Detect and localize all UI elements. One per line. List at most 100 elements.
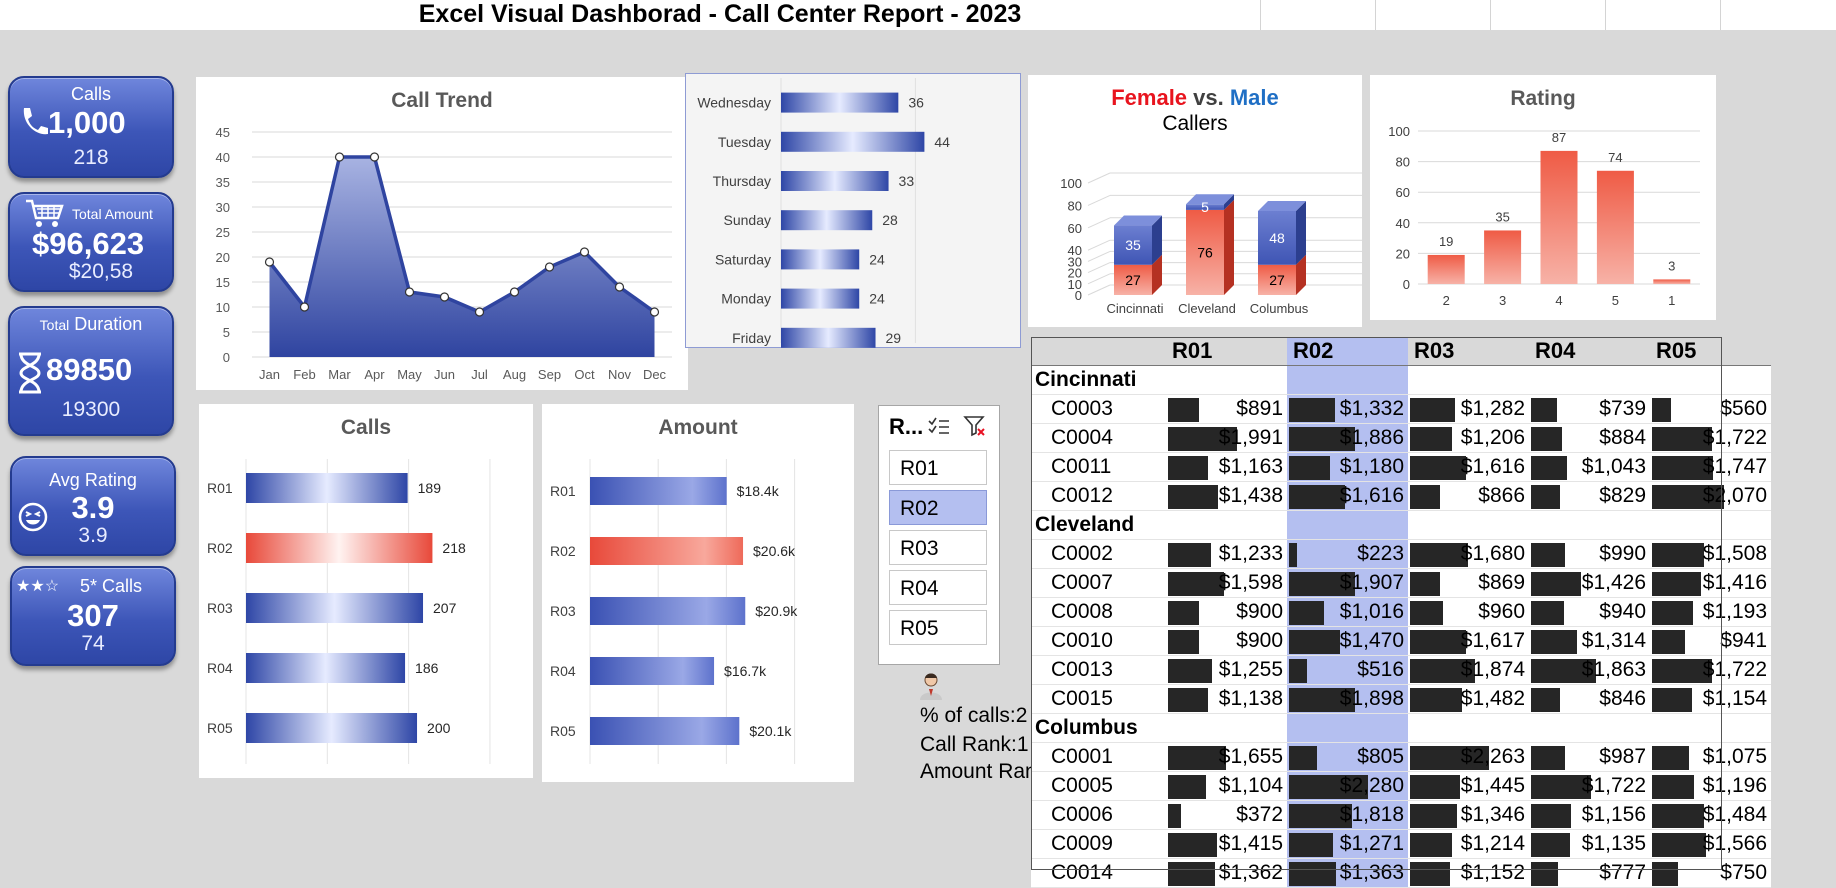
amount-value: $805	[1357, 745, 1404, 768]
amount-cell: $1,898	[1287, 684, 1408, 714]
stack-bar-side	[1224, 199, 1234, 295]
rating-bar	[1653, 279, 1691, 284]
data-bar	[1652, 456, 1713, 480]
column-header-r02[interactable]: R02	[1287, 337, 1408, 366]
kpi-duration[interactable]: Total Duration 89850 19300	[8, 306, 174, 436]
amount-cell: $1,154	[1650, 684, 1771, 714]
amount-panel: Amount R01 $18.4k R02 $20.6k R03 $20.9k R04 $16…	[542, 404, 854, 782]
data-bar	[1410, 659, 1476, 683]
x-tick-label: Sep	[538, 367, 561, 382]
data-point	[404, 287, 415, 297]
rating-value: 3	[1668, 258, 1675, 273]
kpi-rating-value: 3.9	[71, 490, 115, 525]
slicer-item-r04[interactable]: R04	[889, 570, 987, 605]
data-bar	[1168, 427, 1238, 451]
amount-value: $1,482	[1460, 687, 1525, 710]
data-bar	[1168, 746, 1226, 770]
slicer-item-r05[interactable]: R05	[889, 610, 987, 645]
amount-value: $1,346	[1460, 803, 1525, 826]
kpi-rating[interactable]: Avg Rating 3.9 3.9	[10, 456, 176, 556]
amount-value: $1,655	[1218, 745, 1283, 768]
data-bar	[1652, 630, 1685, 654]
amount-cell: $1,016	[1287, 597, 1408, 627]
y-tick-label: 60	[1396, 185, 1410, 200]
slicer-item-r02[interactable]: R02	[889, 490, 987, 525]
table-row: C0001 $1,655 $805 $2,263 $987 $1,075	[1031, 742, 1771, 772]
amount-value: $1,196	[1702, 774, 1767, 797]
rep-bar	[246, 653, 406, 683]
amount-value: $1,415	[1218, 832, 1283, 855]
data-bar	[1289, 398, 1336, 422]
amount-cell: $777	[1529, 858, 1650, 888]
amount-cell: $990	[1529, 539, 1650, 569]
data-point	[299, 302, 310, 312]
column-header-r03[interactable]: R03	[1408, 337, 1529, 366]
kpi-duration-value: 89850	[46, 352, 133, 387]
column-header-r01[interactable]: R01	[1166, 337, 1287, 366]
x-tick-label: 3	[1499, 293, 1506, 308]
slicer-item-r03[interactable]: R03	[889, 530, 987, 565]
data-bar	[1289, 601, 1325, 625]
amount-value: $2,070	[1702, 484, 1767, 507]
table-header-blank	[1031, 337, 1166, 366]
amount-cell: $1,346	[1408, 800, 1529, 830]
amount-cell: $1,818	[1287, 800, 1408, 830]
customer-id: C0002	[1031, 539, 1166, 569]
amount-cell: $1,680	[1408, 539, 1529, 569]
clear-filter-icon[interactable]	[963, 414, 987, 438]
amount-value: $1,470	[1339, 629, 1404, 652]
data-bar	[1531, 398, 1557, 422]
amount-cell: $940	[1529, 597, 1650, 627]
gridline-depth	[1087, 239, 1111, 251]
amount-value: $1,138	[1218, 687, 1283, 710]
weekday-value: 44	[934, 134, 950, 150]
rep-value: 200	[427, 720, 451, 736]
kpi-amount[interactable]: Total Amount $96,623 $20,58	[8, 192, 174, 292]
amount-value: $960	[1478, 600, 1525, 623]
amount-cell: $372	[1166, 800, 1287, 830]
data-bar	[1289, 688, 1356, 712]
amount-cell: $1,271	[1287, 829, 1408, 859]
data-bar	[1531, 804, 1572, 828]
customer-id: C0015	[1031, 684, 1166, 714]
amount-cell: $1,655	[1166, 742, 1287, 772]
amount-value: $1,156	[1581, 803, 1646, 826]
amount-value: $1,152	[1460, 861, 1525, 884]
table-row: C0007 $1,598 $1,907 $869 $1,426 $1,416	[1031, 568, 1771, 598]
amount-cell: $2,280	[1287, 771, 1408, 801]
amount-cell: $1,362	[1166, 858, 1287, 888]
title-bar	[0, 0, 1836, 30]
data-point	[369, 152, 380, 162]
weekday-panel: Wednesday 36 Tuesday 44 Thursday 33 Sunday 28 Sa…	[685, 73, 1021, 348]
gridline-depth	[1087, 217, 1111, 229]
group-label: Cincinnati	[1031, 365, 1166, 395]
x-tick-label: Cincinnati	[1106, 301, 1163, 316]
amount-value: $1,135	[1581, 832, 1646, 855]
amount-chart: R01 $18.4k R02 $20.6k R03 $20.9k R04 $16.7k R05 $…	[550, 459, 798, 764]
amount-value: $1,722	[1702, 426, 1767, 449]
data-bar	[1168, 572, 1224, 596]
rep-bar	[590, 657, 715, 685]
data-bar	[1289, 572, 1356, 596]
slicer-item-r01[interactable]: R01	[889, 450, 987, 485]
customer-id: C0011	[1031, 452, 1166, 482]
multi-select-icon[interactable]	[927, 416, 951, 438]
amount-cell: $516	[1287, 655, 1408, 685]
kpi-five-star[interactable]: ★★☆ 5* Calls 307 74	[10, 566, 176, 666]
amount-value: $1,445	[1460, 774, 1525, 797]
column-header-r04[interactable]: R04	[1529, 337, 1650, 366]
amount-cell: $829	[1529, 481, 1650, 511]
data-bar	[1289, 833, 1334, 857]
amount-value: $1,616	[1339, 484, 1404, 507]
y-tick-label: 15	[216, 275, 230, 290]
rep-label: R04	[550, 663, 576, 679]
column-header-r05[interactable]: R05	[1650, 337, 1771, 366]
weekday-bar	[781, 92, 899, 113]
kpi-calls[interactable]: Calls 1,000 218	[8, 76, 174, 178]
amount-cell: $1,470	[1287, 626, 1408, 656]
weekday-label: Friday	[732, 330, 771, 346]
call-rank-text: Call Rank:1	[920, 733, 1029, 756]
rating-chart: 0 20 40 60 80 100 19 2 35 3 87 4 74 5 3 1	[1388, 124, 1700, 308]
amount-value: $1,426	[1581, 571, 1646, 594]
